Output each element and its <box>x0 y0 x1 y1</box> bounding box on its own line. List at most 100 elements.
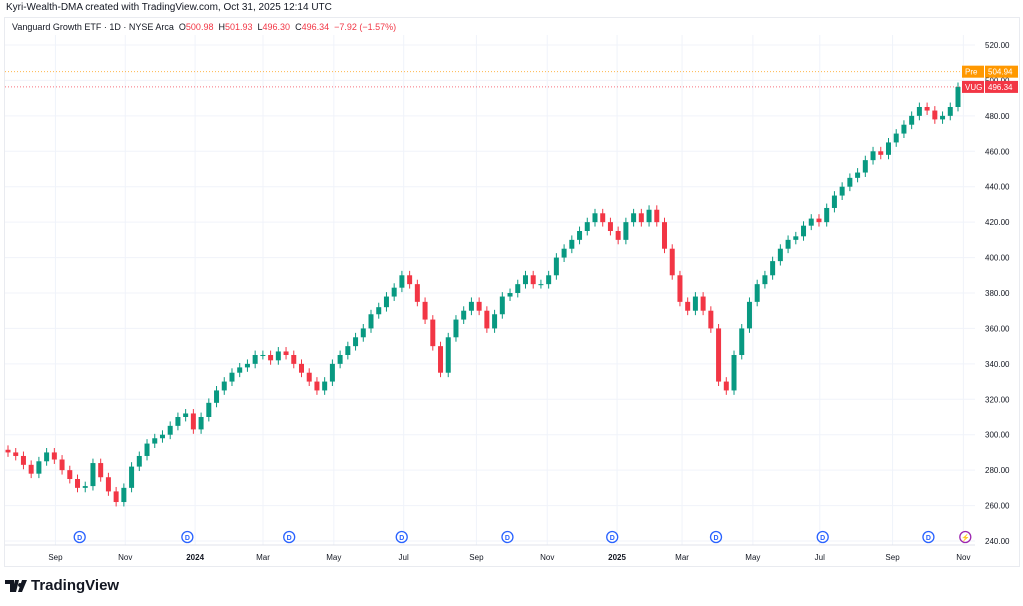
candle-body <box>206 402 212 417</box>
candle-body <box>51 452 57 460</box>
candle-body <box>59 459 65 471</box>
candle-body <box>75 479 81 488</box>
dividend-marker <box>73 530 86 544</box>
candle-body <box>754 284 760 302</box>
candle-body <box>631 213 637 223</box>
candle-body <box>136 455 142 467</box>
candle-body <box>20 455 26 465</box>
dividend-icon: D <box>713 535 718 542</box>
candle-body <box>592 213 598 223</box>
candle-body <box>839 186 845 196</box>
y-tick-label: 260.00 <box>985 502 1010 511</box>
x-tick-label: Mar <box>256 553 270 562</box>
candle-body <box>190 413 196 430</box>
tradingview-logo[interactable]: TradingView <box>5 577 119 594</box>
candle-body <box>214 390 220 403</box>
price-tag-label-bg <box>962 80 984 93</box>
dividend-marker <box>922 530 935 544</box>
candle-body <box>229 372 235 382</box>
x-tick-label: Nov <box>118 553 132 562</box>
candle-body <box>260 355 266 356</box>
high-label: H <box>218 22 225 32</box>
x-tick-label: Jul <box>815 553 825 562</box>
price-tag-label-bg <box>962 65 984 78</box>
candle-body <box>329 363 335 382</box>
y-tick-label: 300.00 <box>985 431 1010 440</box>
dividend-icon: D <box>505 535 510 542</box>
dividend-icon: D <box>610 535 615 542</box>
candle-body <box>105 477 111 492</box>
candle-body <box>144 443 150 456</box>
candle-body <box>28 464 34 474</box>
candle-body <box>476 301 482 311</box>
close-label: C <box>295 22 302 32</box>
candle-body <box>878 151 884 155</box>
candle-body <box>438 346 444 373</box>
candle-body <box>770 261 776 276</box>
candle-body <box>167 425 173 435</box>
candle-body <box>275 351 281 361</box>
ohlc-legend: Vanguard Growth ETF · 1D · NYSE Arca O50… <box>12 22 396 32</box>
candle-body <box>152 438 158 444</box>
y-tick-label: 240.00 <box>985 537 1010 546</box>
candle-body <box>13 452 19 456</box>
x-tick-label: May <box>326 553 341 562</box>
x-tick-label: May <box>745 553 760 562</box>
y-tick-label: 280.00 <box>985 466 1010 475</box>
price-tag-value: 496.34 <box>988 83 1013 92</box>
candle-body <box>252 355 258 364</box>
candle-body <box>461 310 467 320</box>
candle-body <box>569 239 575 249</box>
y-tick-label: 360.00 <box>985 324 1010 333</box>
price-tag-bg <box>985 65 1018 78</box>
y-tick-label: 400.00 <box>985 254 1010 263</box>
candle-body <box>268 355 274 361</box>
x-tick-label: 2024 <box>186 553 204 562</box>
candle-body <box>244 363 250 368</box>
candle-body <box>175 417 181 426</box>
candle-body <box>322 381 328 391</box>
candle-body <box>414 284 420 302</box>
y-tick-label: 320.00 <box>985 395 1010 404</box>
candle-body <box>685 301 691 311</box>
candle-body <box>677 275 683 302</box>
candle-body <box>360 328 366 338</box>
open-value: 500.98 <box>185 22 214 32</box>
candle-body <box>909 115 915 125</box>
lightning-icon: ⚡ <box>961 533 970 542</box>
candle-body <box>885 142 891 155</box>
candle-body <box>376 307 382 315</box>
candle-body <box>5 449 11 453</box>
dividend-icon: D <box>77 535 82 542</box>
tradingview-logo-icon <box>5 579 27 592</box>
y-tick-label: 520.00 <box>985 41 1010 50</box>
dividend-icon: D <box>287 535 292 542</box>
dividend-icon: D <box>820 535 825 542</box>
candle-body <box>723 381 729 391</box>
candle-body <box>430 319 436 347</box>
candle-body <box>291 355 297 364</box>
dividend-marker <box>501 530 514 544</box>
candle-body <box>399 275 405 288</box>
candlestick-chart[interactable]: 240.00 260.00 280.00 300.00 320.00 340.00 360.… <box>0 0 1023 575</box>
price-tag-label: Pre <box>965 68 978 77</box>
candle-body <box>445 337 451 373</box>
high-value: 501.93 <box>224 22 253 32</box>
candle-body <box>198 417 204 430</box>
candle-body <box>893 133 899 143</box>
price-tag-bg <box>985 80 1018 93</box>
candle-body <box>484 310 490 329</box>
candle-body <box>407 275 413 285</box>
candle-body <box>522 275 528 285</box>
x-tick-label: Sep <box>48 553 63 562</box>
dividend-marker <box>283 530 296 544</box>
candle-body <box>623 222 629 240</box>
candle-body <box>391 287 397 297</box>
candle-body <box>716 328 722 382</box>
chart-credit: Kyri-Wealth-DMA created with TradingView… <box>6 2 332 13</box>
candle-body <box>538 284 544 286</box>
candle-body <box>345 346 351 355</box>
candle-body <box>183 413 189 417</box>
candle-body <box>314 381 320 391</box>
change-value: −7.92 (−1.57%) <box>334 22 397 32</box>
